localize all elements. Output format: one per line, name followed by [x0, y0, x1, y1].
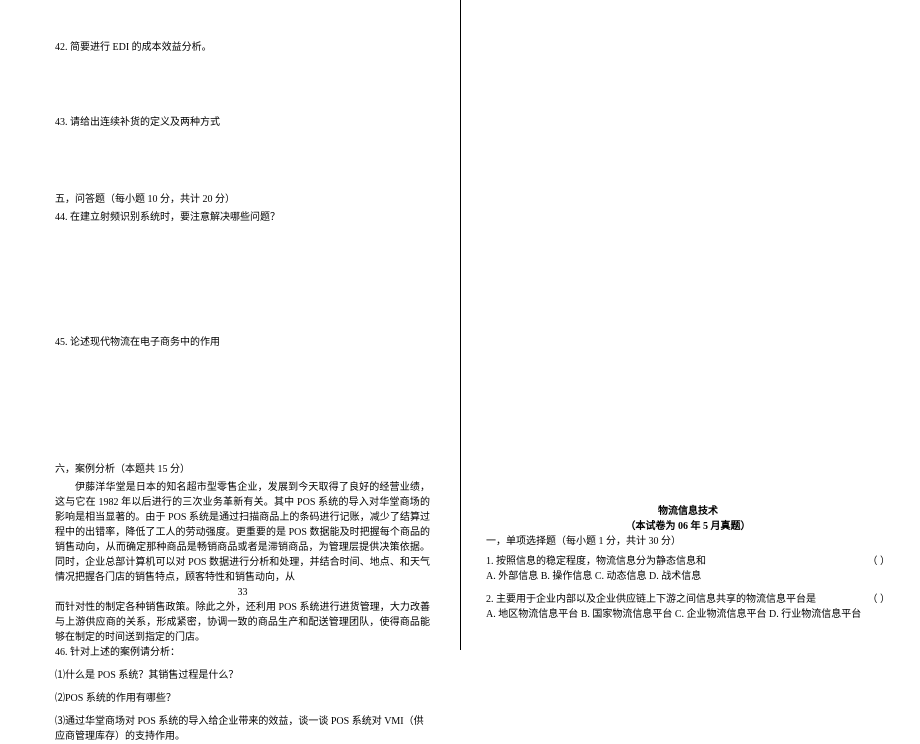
question-43: 43. 请给出连续补货的定义及两种方式	[55, 115, 430, 130]
question-46: 46. 针对上述的案例请分析：	[55, 645, 430, 660]
question-46-2: ⑵POS 系统的作用有哪些？	[55, 691, 430, 706]
case-paragraph-2: 而针对性的制定各种销售政策。除此之外，还利用 POS 系统进行进货管理，大力改善…	[55, 600, 430, 645]
answer-paren-1: （ ）	[850, 554, 890, 569]
answer-paren-2: （ ）	[850, 592, 890, 607]
question-46-3: ⑶通过华堂商场对 POS 系统的导入给企业带来的效益，谈一谈 POS 系统对 V…	[55, 714, 430, 744]
case-paragraph-1: 伊藤洋华堂是日本的知名超市型零售企业，发展到今天取得了良好的经营业绩，这与它在 …	[55, 480, 430, 585]
question-1-row: 1. 按照信息的稳定程度，物流信息分为静态信息和 （ ）	[486, 554, 890, 569]
question-2-row: 2. 主要用于企业内部以及企业供应链上下游之间信息共享的物流信息平台是 （ ）	[486, 592, 890, 607]
page-number: 33	[55, 587, 430, 598]
section-6-header: 六，案例分析（本题共 15 分）	[55, 460, 430, 475]
exam-title: 物流信息技术	[486, 504, 890, 519]
question-44: 44. 在建立射频识别系统时，要注意解决哪些问题？	[55, 210, 430, 225]
exam-subtitle: （本试卷为 06 年 5 月真题）	[486, 519, 890, 534]
question-2-options: A. 地区物流信息平台 B. 国家物流信息平台 C. 企业物流信息平台 D. 行…	[486, 607, 890, 622]
question-42: 42. 简要进行 EDI 的成本效益分析。	[55, 40, 430, 55]
question-45: 45. 论述现代物流在电子商务中的作用	[55, 335, 430, 350]
section-5-header: 五，问答题（每小题 10 分，共计 20 分）	[55, 190, 430, 205]
question-2: 2. 主要用于企业内部以及企业供应链上下游之间信息共享的物流信息平台是	[486, 592, 850, 607]
question-1: 1. 按照信息的稳定程度，物流信息分为静态信息和	[486, 554, 850, 569]
question-46-1: ⑴什么是 POS 系统？其销售过程是什么？	[55, 668, 430, 683]
left-page: 42. 简要进行 EDI 的成本效益分析。 43. 请给出连续补货的定义及两种方…	[0, 0, 460, 650]
right-page: 物流信息技术 （本试卷为 06 年 5 月真题） 一，单项选择题（每小题 1 分…	[460, 0, 920, 650]
section-1-header: 一，单项选择题（每小题 1 分，共计 30 分）	[486, 534, 890, 549]
question-1-options: A. 外部信息 B. 操作信息 C. 动态信息 D. 战术信息	[486, 569, 890, 584]
